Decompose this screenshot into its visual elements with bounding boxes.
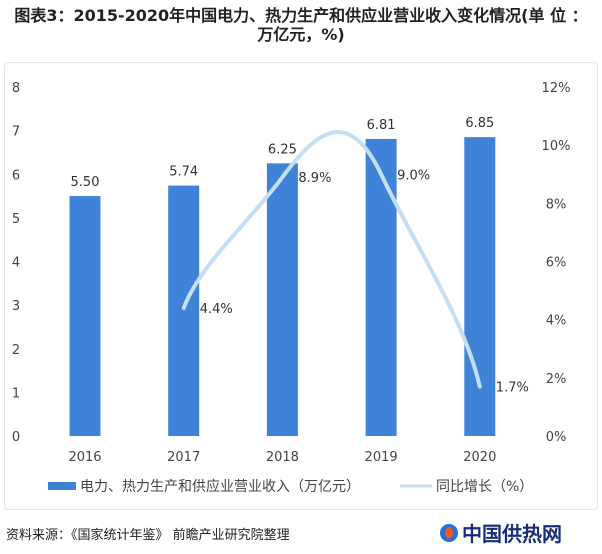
- right-axis-tick: 8%: [546, 197, 567, 212]
- title-line-1: 图表3：2015-2020年中国电力、热力生产和供应业营业收入变化情况(单 位 …: [14, 6, 588, 25]
- chart-title: 图表3：2015-2020年中国电力、热力生产和供应业营业收入变化情况(单 位 …: [0, 6, 602, 44]
- left-axis-tick: 8: [12, 81, 20, 96]
- chart-frame: [4, 62, 598, 510]
- left-axis-tick: 6: [12, 168, 20, 183]
- bar: [365, 138, 397, 436]
- title-line-2: 万亿元，%): [257, 25, 345, 44]
- x-axis-tick: 2018: [266, 450, 299, 465]
- legend-bar-swatch: [48, 482, 76, 490]
- right-axis-tick: 0%: [546, 430, 567, 445]
- site-logo: 中国供热网: [440, 518, 562, 547]
- left-axis-tick: 0: [12, 430, 20, 445]
- x-axis-tick: 2017: [167, 450, 200, 465]
- right-axis-tick: 4%: [546, 314, 567, 329]
- bar-label: 6.81: [367, 118, 396, 133]
- x-axis-tick: 2020: [463, 450, 496, 465]
- flame-icon: [440, 523, 458, 542]
- right-axis-tick: 6%: [546, 256, 567, 271]
- line-label: 1.7%: [496, 381, 529, 396]
- bar: [69, 196, 101, 436]
- left-axis-tick: 2: [12, 343, 20, 358]
- right-axis-tick: 12%: [542, 81, 571, 96]
- x-axis-tick: 2016: [68, 450, 101, 465]
- bar-label: 6.85: [465, 116, 494, 131]
- left-axis-tick: 5: [12, 212, 20, 227]
- bar-label: 5.50: [71, 175, 100, 190]
- source-note: 资料来源：《国家统计年鉴》 前瞻产业研究院整理: [6, 528, 290, 543]
- legend-line-label: 同比增长（%）: [436, 479, 533, 495]
- line-label: 8.9%: [298, 171, 331, 186]
- bar-label: 5.74: [169, 165, 198, 180]
- bar: [266, 163, 298, 436]
- line-label: 4.4%: [200, 302, 233, 317]
- left-axis-tick: 7: [12, 125, 20, 140]
- left-axis-tick: 1: [12, 386, 20, 401]
- logo-text: 中国供热网: [462, 522, 562, 546]
- x-axis-tick: 2019: [365, 450, 398, 465]
- bar: [464, 137, 496, 436]
- right-axis-tick: 10%: [542, 139, 571, 154]
- right-axis-tick: 2%: [546, 372, 567, 387]
- line-label: 9.0%: [397, 168, 430, 183]
- left-axis-tick: 3: [12, 299, 20, 314]
- growth-line: [181, 130, 482, 389]
- bar: [168, 185, 200, 436]
- legend-bar-label: 电力、热力生产和供应业营业收入（万亿元）: [80, 478, 360, 495]
- bar-label: 6.25: [268, 142, 297, 157]
- left-axis-tick: 4: [12, 256, 20, 271]
